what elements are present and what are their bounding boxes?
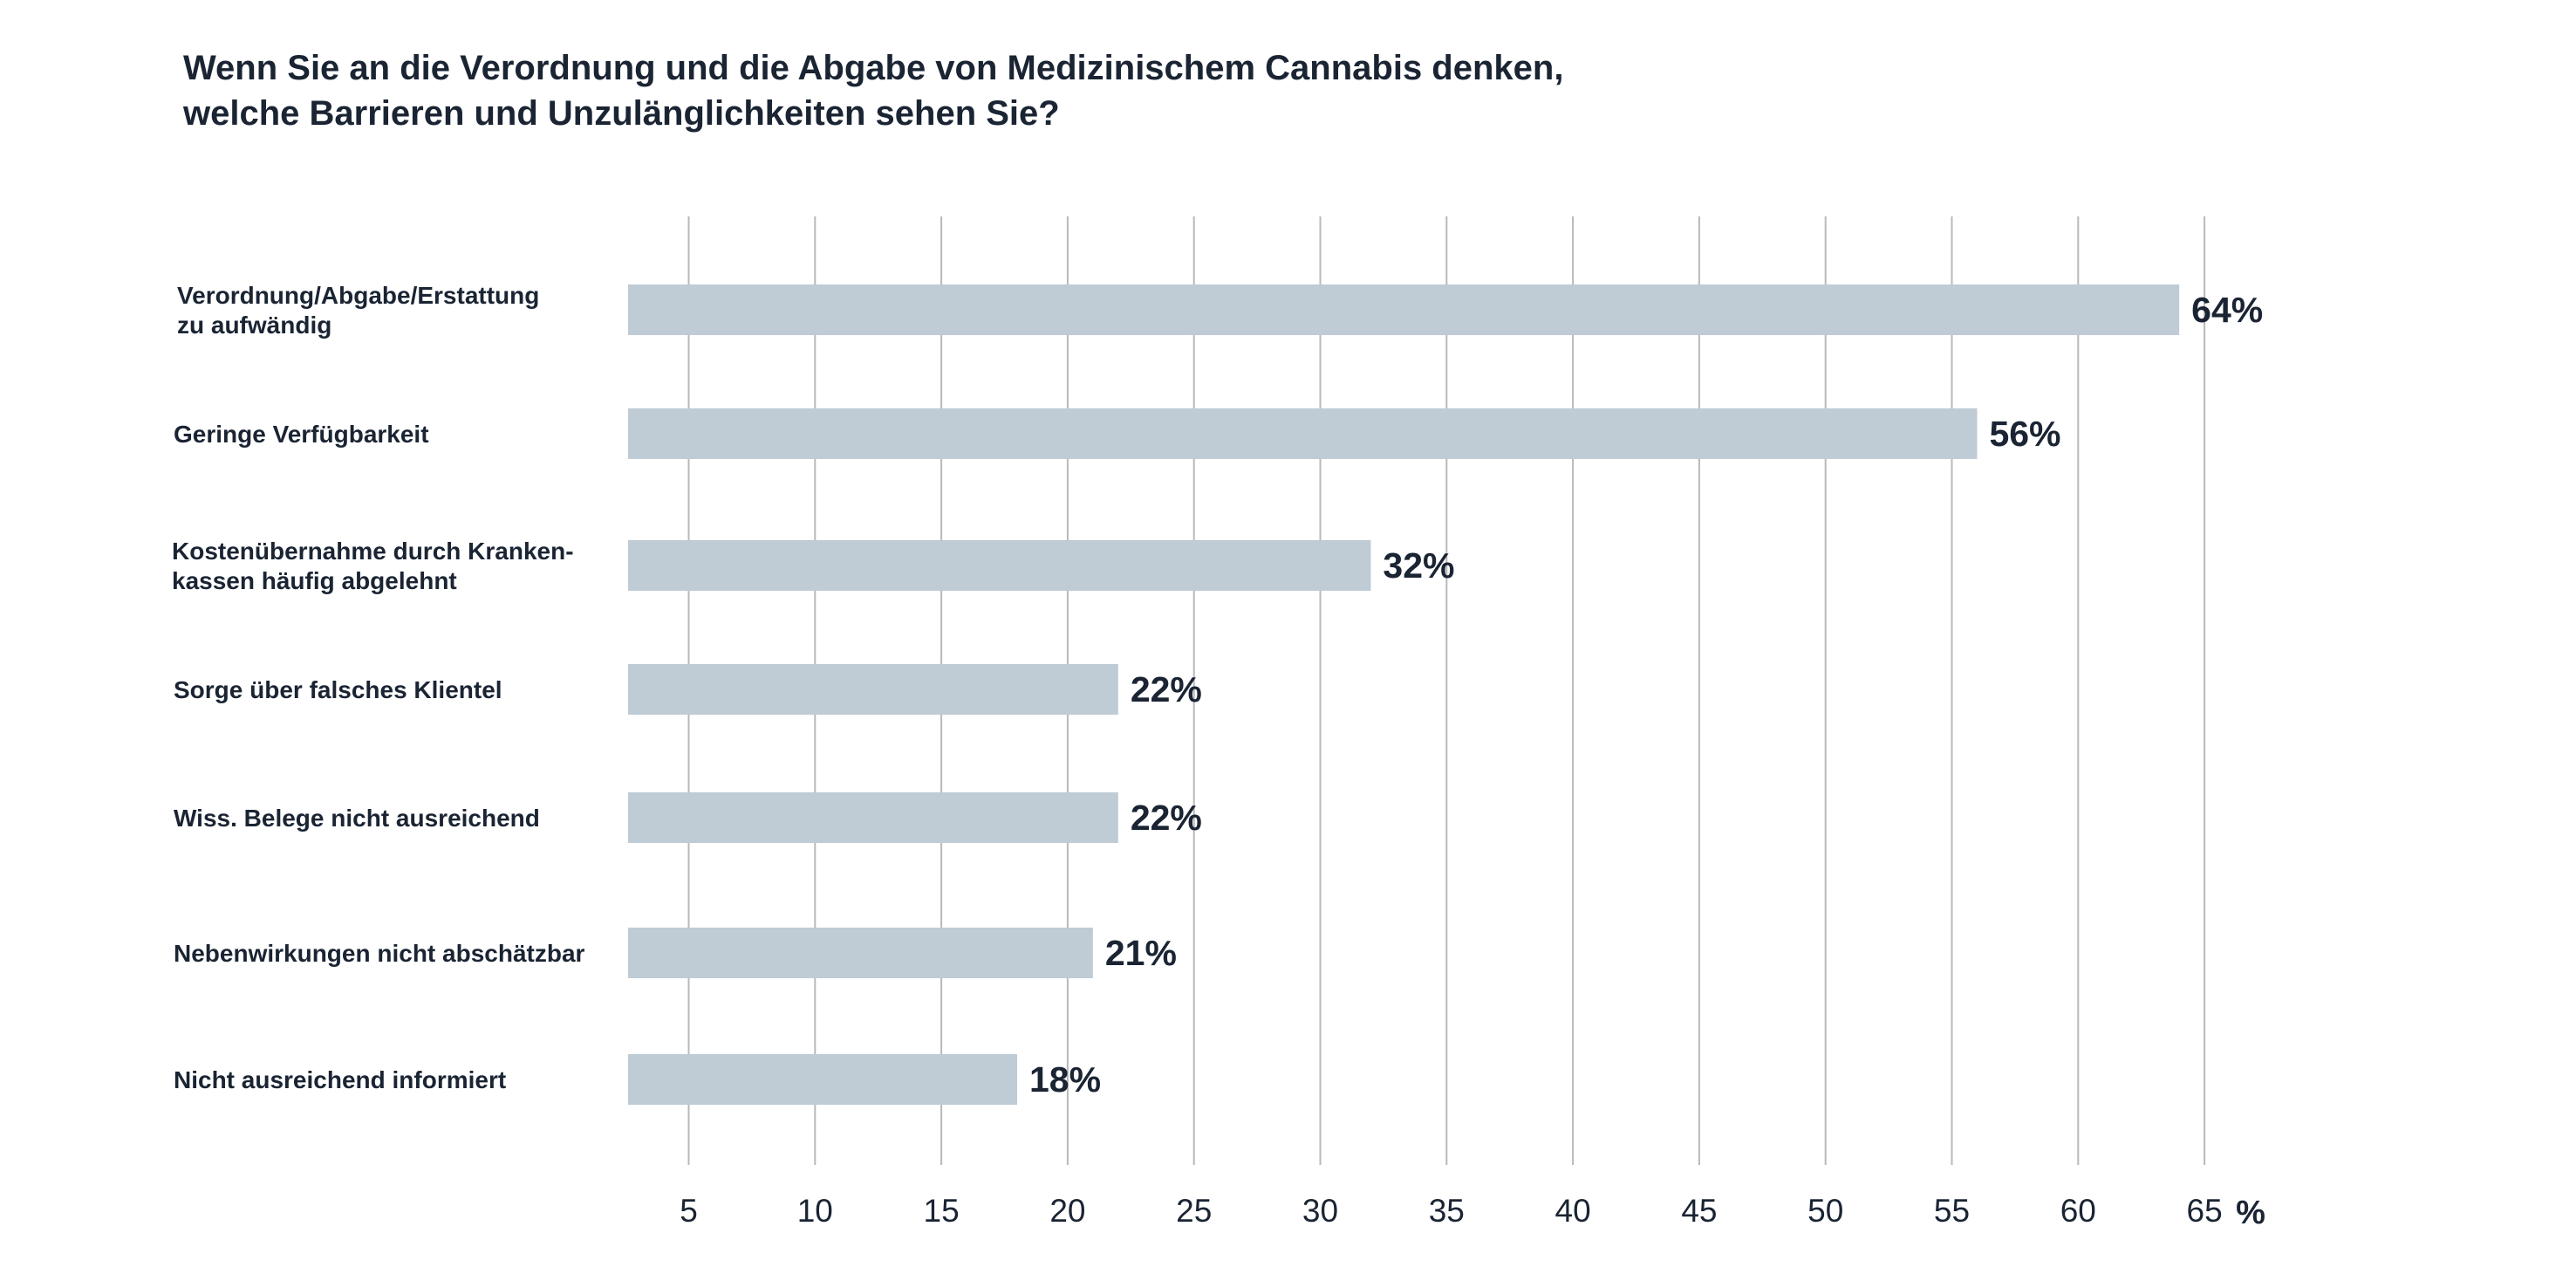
x-tick-label-50: 50 xyxy=(1807,1193,1843,1229)
bar-5 xyxy=(628,792,1118,843)
x-tick-label-25: 25 xyxy=(1176,1193,1212,1229)
category-label-5: Wiss. Belege nicht ausreichend xyxy=(174,805,540,832)
x-tick-label-10: 10 xyxy=(797,1193,833,1229)
bar-6 xyxy=(628,928,1093,978)
category-label-1-line-2: zu aufwändig xyxy=(177,312,331,339)
value-label-7: 18% xyxy=(1029,1059,1101,1100)
bar-2 xyxy=(628,408,1978,459)
value-label-4: 22% xyxy=(1131,669,1202,709)
category-label-2: Geringe Verfügbarkeit xyxy=(174,421,429,448)
chart-title-line-2: welche Barrieren und Unzulänglichkeiten … xyxy=(183,94,1060,133)
category-label-4: Sorge über falsches Klientel xyxy=(174,676,502,703)
bar-7 xyxy=(628,1054,1017,1105)
x-tick-label-65: 65 xyxy=(2187,1193,2223,1229)
x-tick-label-45: 45 xyxy=(1681,1193,1717,1229)
category-label-7: Nicht ausreichend informiert xyxy=(174,1066,506,1093)
value-label-1: 64% xyxy=(2191,290,2263,330)
bar-4 xyxy=(628,664,1118,715)
x-tick-label-60: 60 xyxy=(2060,1193,2096,1229)
value-label-6: 21% xyxy=(1105,933,1177,973)
category-label-6: Nebenwirkungen nicht abschätzbar xyxy=(174,940,585,967)
value-label-2: 56% xyxy=(1989,414,2060,454)
chart-title-line-1: Wenn Sie an die Verordnung und die Abgab… xyxy=(183,49,1564,87)
x-unit-label: % xyxy=(2236,1195,2265,1231)
category-label-1-line-1: Verordnung/Abgabe/Erstattung xyxy=(177,282,539,309)
x-tick-label-55: 55 xyxy=(1934,1193,1970,1229)
x-tick-label-20: 20 xyxy=(1049,1193,1085,1229)
category-label-3-line-1: Kostenübernahme durch Kranken- xyxy=(172,538,574,565)
x-tick-label-15: 15 xyxy=(924,1193,960,1229)
value-label-3: 32% xyxy=(1383,545,1454,586)
x-tick-label-40: 40 xyxy=(1555,1193,1591,1229)
chart-title: Wenn Sie an die Verordnung und die Abgab… xyxy=(183,45,1563,136)
x-tick-label-5: 5 xyxy=(680,1193,698,1229)
bar-1 xyxy=(628,284,2180,335)
x-tick-label-30: 30 xyxy=(1302,1193,1338,1229)
x-tick-label-35: 35 xyxy=(1429,1193,1465,1229)
category-label-3-line-2: kassen häufig abgelehnt xyxy=(172,567,457,594)
value-label-5: 22% xyxy=(1131,798,1202,838)
bar-3 xyxy=(628,540,1371,591)
